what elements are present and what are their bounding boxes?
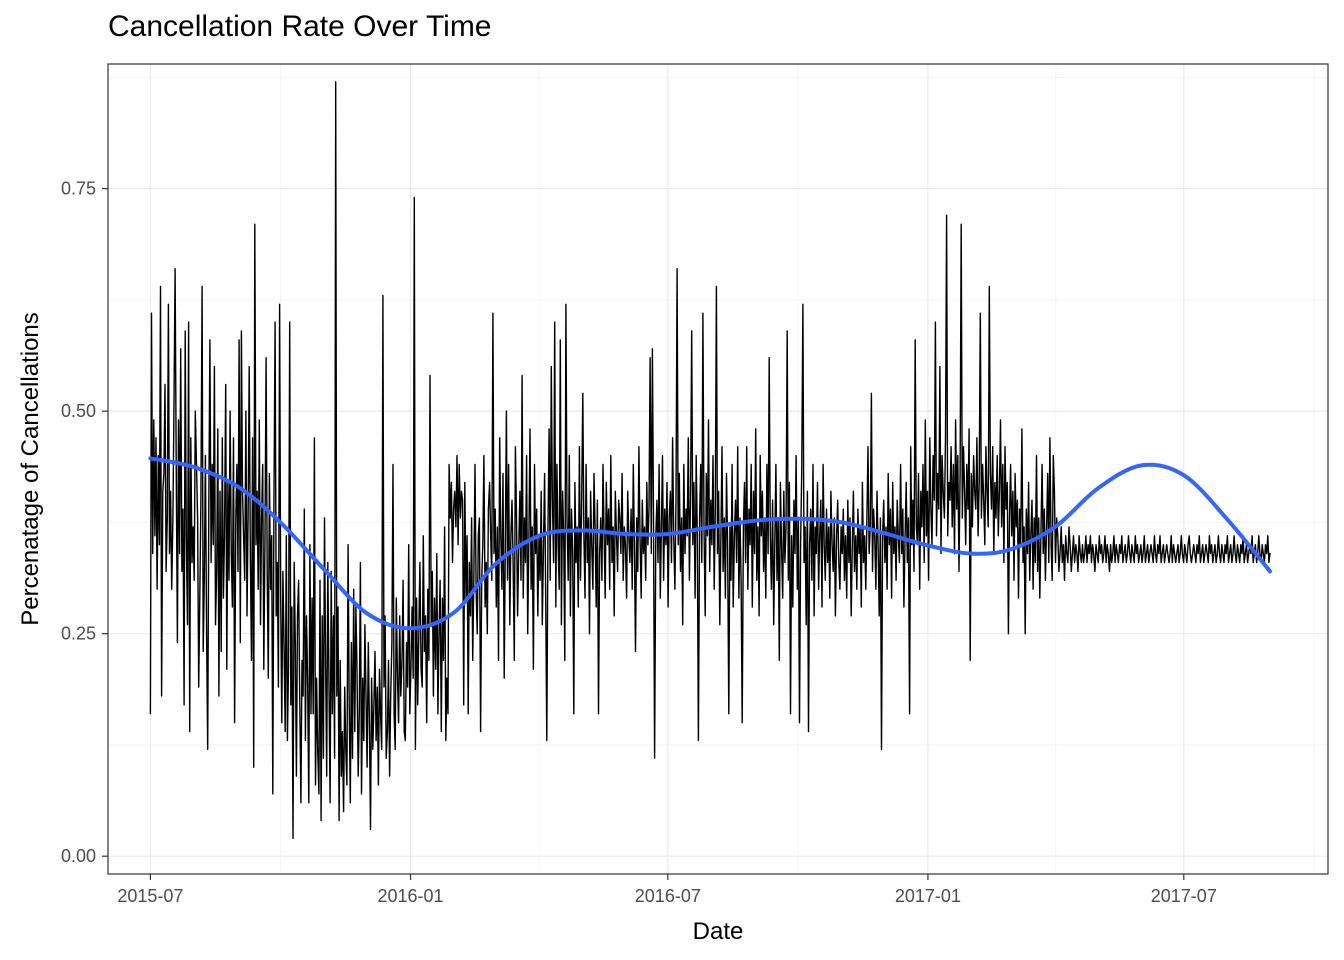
series-layer (148, 81, 1272, 840)
x-tick-label: 2017-07 (1151, 886, 1217, 906)
x-tick-label: 2016-01 (377, 886, 443, 906)
gridlines (108, 64, 1328, 874)
axes: 0.00 0.25 0.50 0.75 2015-07 2016-01 2016-07 201… (61, 179, 1217, 906)
chart-title: Cancellation Rate Over Time (108, 10, 492, 43)
panel-border (107, 63, 1329, 875)
y-tick-label: 0.50 (61, 401, 96, 421)
x-tick-label: 2015-07 (117, 886, 183, 906)
y-tick-label: 0.25 (61, 624, 96, 644)
y-tick-label: 0.75 (61, 179, 96, 199)
x-axis-title: Date (693, 918, 744, 945)
daily-rate-line (149, 81, 1271, 840)
x-tick-label: 2017-01 (895, 886, 961, 906)
y-tick-label: 0.00 (61, 846, 96, 866)
y-axis-title: Percenatage of Cancellations (17, 312, 44, 626)
smooth-trend-line (148, 456, 1272, 631)
x-tick-label: 2016-07 (635, 886, 701, 906)
